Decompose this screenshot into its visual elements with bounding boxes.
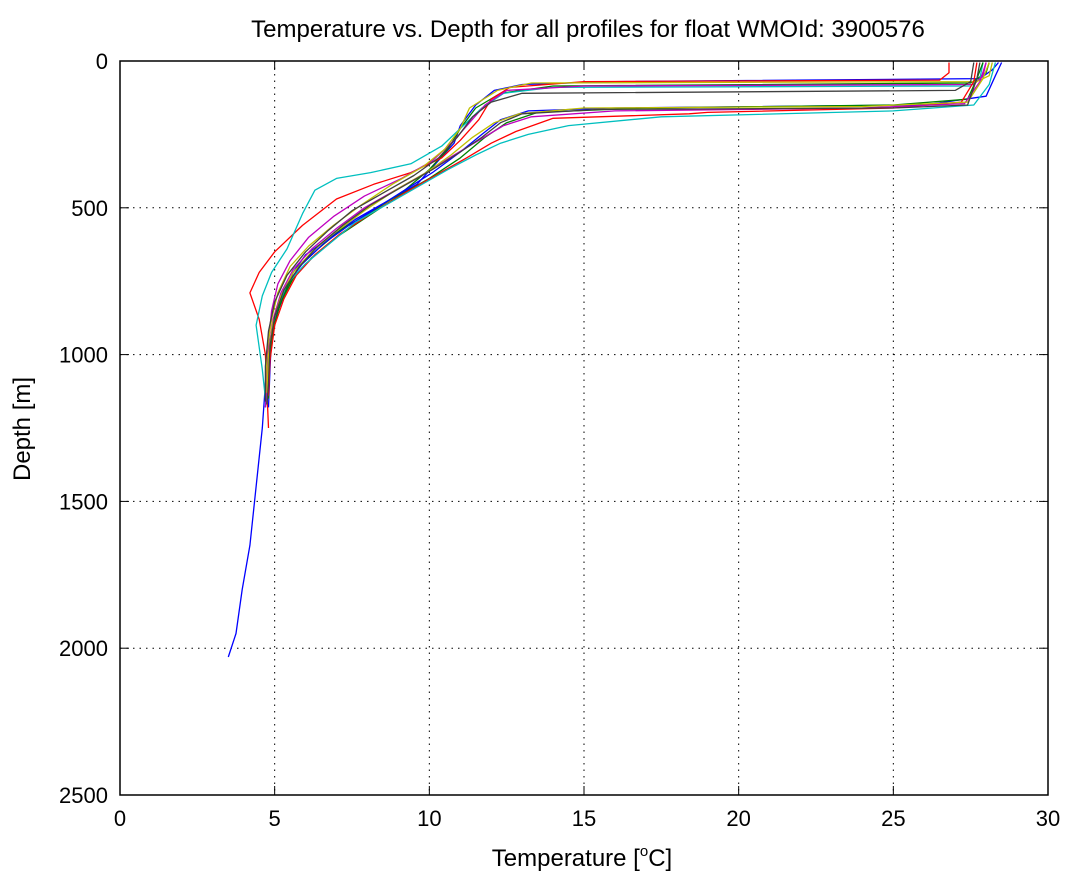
profile-line-7 <box>264 62 975 402</box>
profile-line-4 <box>255 62 984 399</box>
y-tick-label: 1000 <box>59 343 108 368</box>
y-tick-label: 2500 <box>59 783 108 808</box>
x-tick-label: 30 <box>1036 806 1060 831</box>
profile-line-11 <box>266 62 997 405</box>
chart-title: Temperature vs. Depth for all profiles f… <box>251 16 925 43</box>
profile-line-1 <box>227 62 999 658</box>
profile-line-14 <box>266 62 981 405</box>
y-tick-label: 2000 <box>59 636 108 661</box>
y-tick-label: 1500 <box>59 489 108 514</box>
x-tick-label: 25 <box>881 806 905 831</box>
x-tick-label: 10 <box>417 806 441 831</box>
profile-line-2 <box>264 62 990 408</box>
profile-line-5 <box>264 62 987 408</box>
x-tick-label: 15 <box>572 806 596 831</box>
y-tick-label: 500 <box>71 196 108 221</box>
profile-line-9 <box>267 62 984 399</box>
x-tick-label: 0 <box>114 806 126 831</box>
profile-line-13 <box>266 62 990 393</box>
y-tick-label: 0 <box>96 49 108 74</box>
x-axis-label: Temperature [oC] <box>492 843 672 872</box>
profile-line-10 <box>267 62 978 396</box>
grid <box>120 61 1048 795</box>
plot-frame <box>119 60 1049 796</box>
profile-line-8 <box>267 62 1003 408</box>
series-group <box>227 62 1003 658</box>
y-axis-label: Depth [m] <box>9 377 36 481</box>
x-axis: 0 5 10 15 20 25 30 <box>114 61 1060 831</box>
x-tick-label: 20 <box>726 806 750 831</box>
x-tick-label: 5 <box>269 806 281 831</box>
y-axis: 0 500 1000 1500 2000 2500 <box>59 49 1048 808</box>
